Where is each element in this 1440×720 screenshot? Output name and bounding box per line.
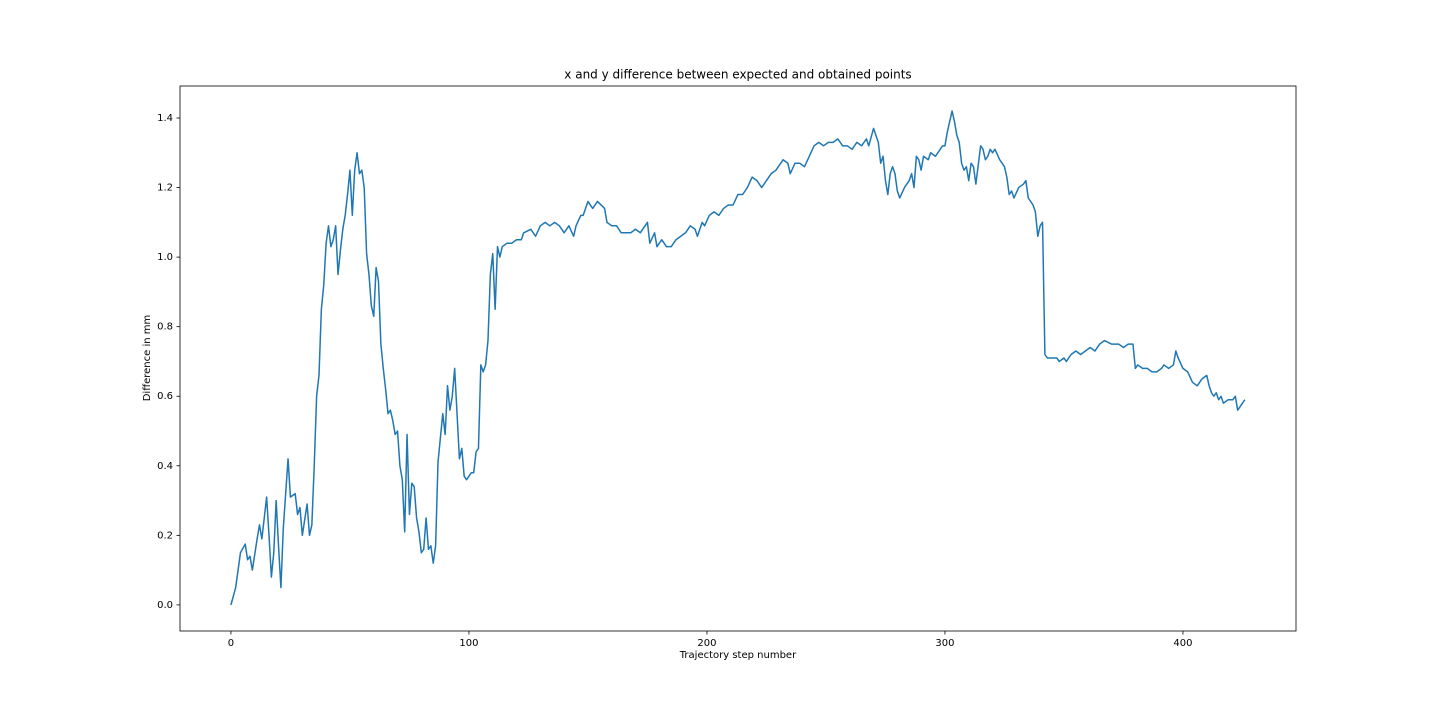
y-tick-label: 1.2 [157,183,173,194]
y-axis-label: Difference in mm [142,315,153,402]
y-tick-label: 0.0 [157,600,173,611]
y-tick-label: 0.4 [157,461,173,472]
x-tick-label: 100 [459,638,478,649]
x-tick-label: 200 [697,638,716,649]
x-tick-label: 400 [1173,638,1192,649]
data-line [230,110,1246,606]
y-tick-label: 0.6 [157,391,173,402]
y-tick-label: 1.0 [157,252,173,263]
chart-title: x and y difference between expected and … [564,68,911,82]
plot-frame [179,85,1297,632]
x-axis-label: Trajectory step number [679,650,797,661]
y-tick-label: 0.2 [157,530,173,541]
x-tick-label: 300 [935,638,954,649]
y-tick-label: 0.8 [157,322,173,333]
y-tick-label: 1.4 [157,113,173,124]
x-tick-label: 0 [228,638,234,649]
